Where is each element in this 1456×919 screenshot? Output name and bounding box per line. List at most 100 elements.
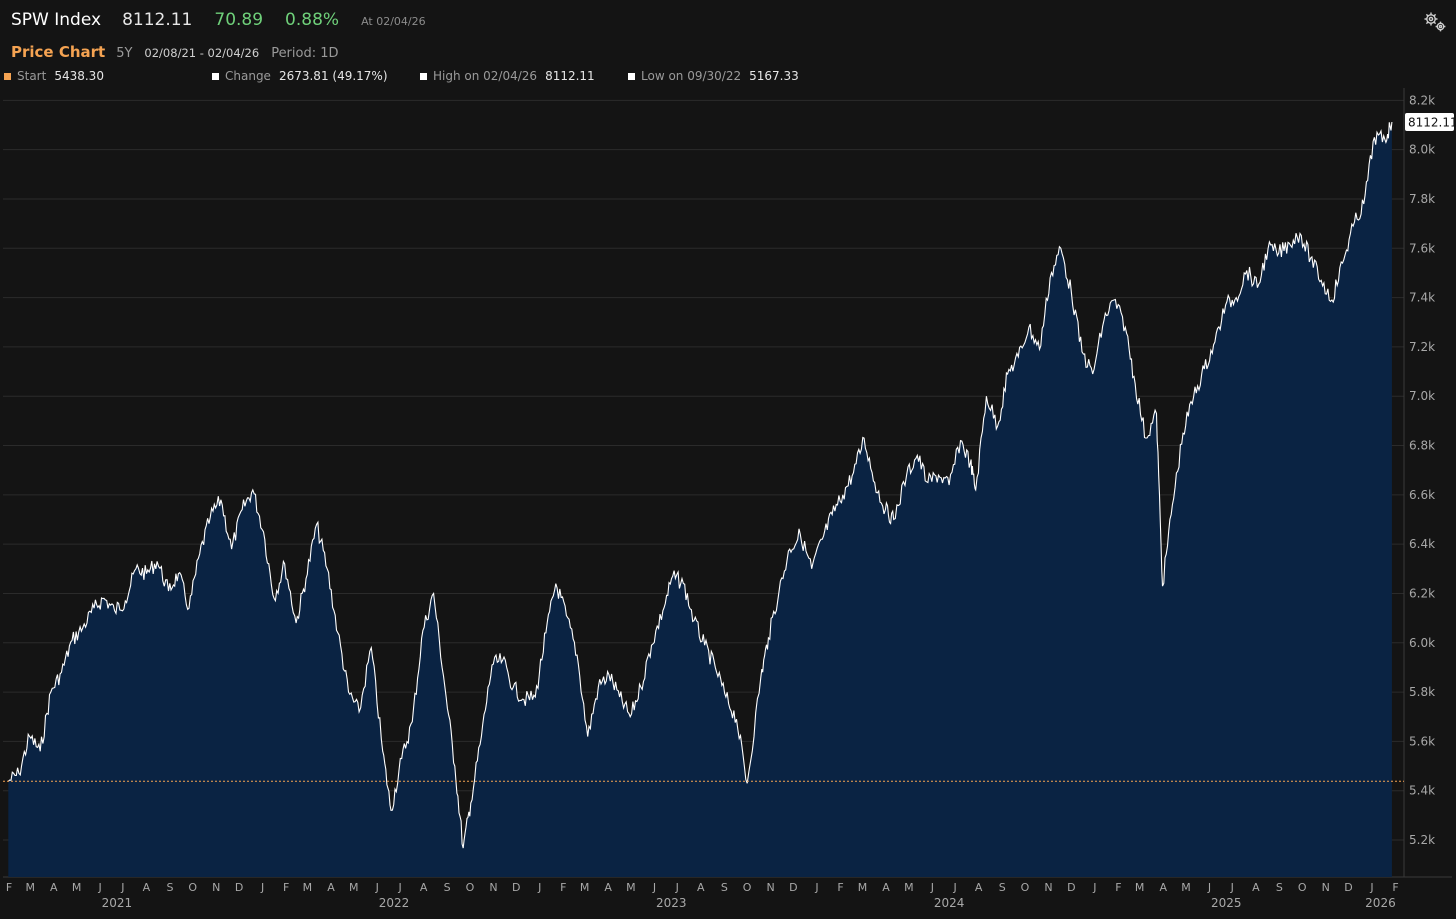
x-month-tick: M (858, 881, 868, 894)
x-month-tick: M (1181, 881, 1191, 894)
y-tick-label: 7.6k (1409, 241, 1435, 255)
x-month-tick: F (283, 881, 289, 894)
x-month-tick: A (50, 881, 58, 894)
x-month-tick: A (327, 881, 335, 894)
x-month-tick: F (6, 881, 12, 894)
x-month-tick: N (212, 881, 220, 894)
series-area (8, 122, 1392, 877)
x-month-tick: J (397, 881, 401, 894)
x-month-tick: J (1369, 881, 1373, 894)
x-month-tick: J (97, 881, 101, 894)
x-month-tick: D (512, 881, 520, 894)
x-month-tick: M (349, 881, 359, 894)
x-month-tick: J (537, 881, 541, 894)
x-month-tick: M (303, 881, 313, 894)
x-month-tick: J (120, 881, 124, 894)
stat-change: Change 2673.81 (49.17%) (212, 69, 388, 83)
x-month-tick: O (1021, 881, 1030, 894)
x-month-tick: A (420, 881, 428, 894)
x-month-tick: F (560, 881, 566, 894)
high-marker-icon (420, 72, 427, 80)
chart-subheader: Price Chart 5Y 02/08/21 - 02/04/26 Perio… (11, 43, 339, 61)
start-marker-icon (4, 72, 11, 80)
x-month-tick: F (1115, 881, 1121, 894)
x-year-tick: 2026 (1365, 896, 1396, 910)
x-month-tick: M (26, 881, 36, 894)
x-month-tick: J (1207, 881, 1211, 894)
y-tick-label: 6.4k (1409, 537, 1435, 551)
x-month-tick: S (721, 881, 728, 894)
x-month-tick: M (626, 881, 636, 894)
x-month-tick: M (72, 881, 82, 894)
x-month-tick: J (953, 881, 957, 894)
y-tick-label: 7.8k (1409, 192, 1435, 206)
y-tick-label: 5.4k (1409, 784, 1435, 798)
x-month-tick: J (1092, 881, 1096, 894)
low-label: Low on 09/30/22 (641, 69, 742, 83)
x-month-tick: D (1067, 881, 1075, 894)
net-change: 70.89 (214, 10, 264, 30)
x-year-tick: 2025 (1211, 896, 1242, 910)
y-tick-label: 7.4k (1409, 291, 1435, 305)
x-year-tick: 2023 (656, 896, 687, 910)
x-month-tick: A (975, 881, 983, 894)
x-month-tick: S (1276, 881, 1283, 894)
start-label: Start (17, 69, 47, 83)
period-selector[interactable]: Period: 1D (271, 46, 339, 61)
x-month-tick: O (743, 881, 752, 894)
x-month-tick: A (1252, 881, 1260, 894)
y-tick-label: 5.8k (1409, 685, 1435, 699)
as-of-date: At 02/04/26 (361, 15, 426, 28)
chart-title: Price Chart (11, 43, 106, 61)
last-price-label: 8112.11 (1408, 115, 1456, 129)
stat-low: Low on 09/30/22 5167.33 (628, 69, 799, 83)
y-tick-label: 7.2k (1409, 340, 1435, 354)
x-month-tick: J (675, 881, 679, 894)
x-month-tick: J (1230, 881, 1234, 894)
stats-bar: Start 5438.30 Change 2673.81 (49.17%) Hi… (0, 69, 1456, 85)
x-month-tick: S (166, 881, 173, 894)
low-value: 5167.33 (749, 69, 799, 83)
change-label: Change (225, 69, 271, 83)
stat-start: Start 5438.30 (4, 69, 104, 83)
change-value: 2673.81 (49.17%) (278, 69, 388, 83)
x-month-tick: N (1044, 881, 1052, 894)
x-month-tick: D (1344, 881, 1352, 894)
x-month-tick: F (837, 881, 843, 894)
x-year-tick: 2021 (102, 896, 133, 910)
change-marker-icon (212, 72, 219, 80)
high-value: 8112.11 (545, 69, 595, 83)
y-tick-label: 5.2k (1409, 833, 1435, 847)
date-range[interactable]: 02/08/21 - 02/04/26 (144, 46, 260, 60)
y-tick-label: 8.0k (1409, 143, 1435, 157)
x-month-tick: J (930, 881, 934, 894)
y-tick-label: 6.8k (1409, 439, 1435, 453)
start-value: 5438.30 (54, 69, 104, 83)
x-month-tick: A (143, 881, 151, 894)
x-month-tick: M (580, 881, 590, 894)
last-price-tag (1405, 112, 1454, 131)
high-label: High on 02/04/26 (433, 69, 538, 83)
x-month-tick: D (789, 881, 797, 894)
y-tick-label: 7.0k (1409, 389, 1435, 403)
x-month-tick: F (1392, 881, 1398, 894)
x-month-tick: J (814, 881, 818, 894)
x-year-tick: 2022 (379, 896, 410, 910)
x-month-tick: O (466, 881, 475, 894)
y-tick-label: 5.6k (1409, 734, 1435, 748)
x-month-tick: M (1135, 881, 1145, 894)
x-month-tick: J (260, 881, 264, 894)
ticker-symbol[interactable]: SPW Index (11, 10, 102, 30)
x-month-tick: A (882, 881, 890, 894)
x-month-tick: O (188, 881, 197, 894)
x-month-tick: J (375, 881, 379, 894)
x-month-tick: M (904, 881, 914, 894)
x-month-tick: S (444, 881, 451, 894)
range-selector[interactable]: 5Y (116, 46, 133, 61)
stat-high: High on 02/04/26 8112.11 (420, 69, 595, 83)
gears-icon[interactable] (1422, 10, 1448, 34)
x-month-tick: A (604, 881, 612, 894)
x-month-tick: D (235, 881, 243, 894)
